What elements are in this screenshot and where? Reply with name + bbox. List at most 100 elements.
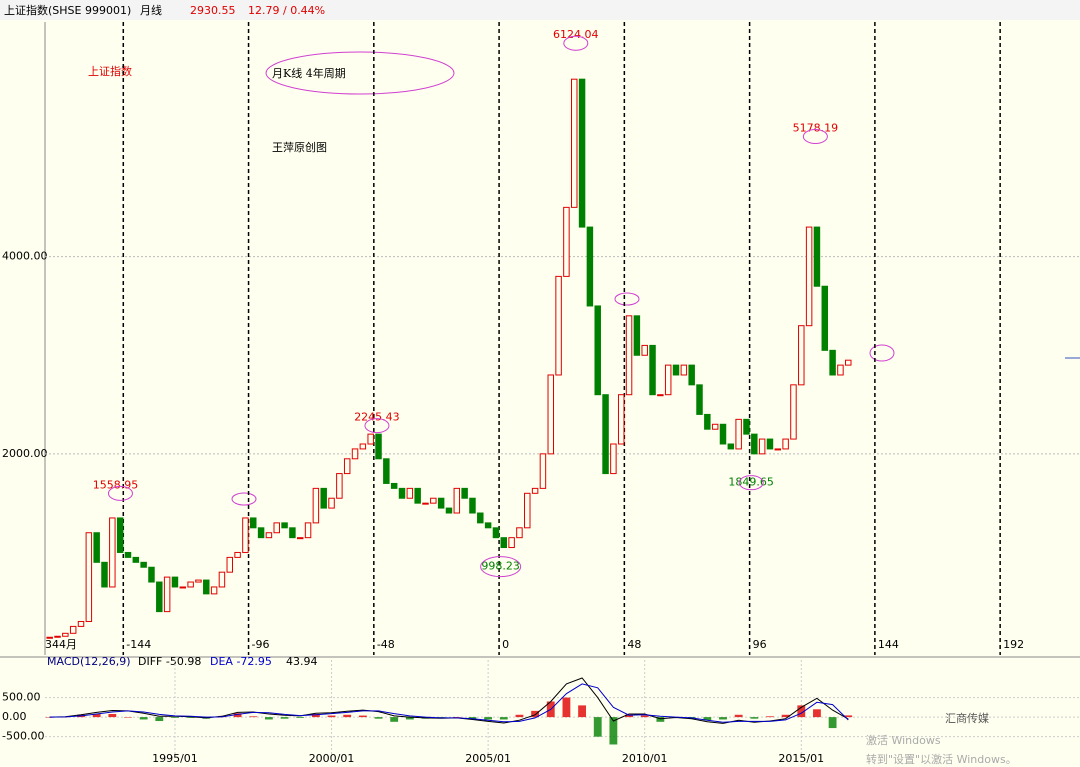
candle bbox=[735, 418, 742, 450]
candle bbox=[62, 632, 69, 637]
candle bbox=[790, 384, 797, 440]
histogram-bar bbox=[656, 717, 665, 722]
histogram-bar bbox=[108, 713, 117, 718]
candle bbox=[664, 364, 672, 396]
candle bbox=[508, 537, 515, 549]
highlight bbox=[231, 492, 257, 506]
candle bbox=[555, 275, 562, 376]
candle bbox=[633, 315, 641, 356]
candle bbox=[469, 497, 476, 514]
candle bbox=[516, 527, 523, 539]
chart-title: 上证指数 bbox=[88, 64, 132, 78]
candle bbox=[539, 453, 547, 489]
candle bbox=[257, 527, 265, 539]
annotation: 1849.65 bbox=[728, 476, 774, 489]
candle bbox=[453, 487, 461, 514]
candle bbox=[312, 487, 320, 524]
macd-line bbox=[49, 677, 849, 724]
header-bar bbox=[0, 0, 1080, 20]
highlight bbox=[563, 35, 589, 51]
histogram-bar bbox=[593, 717, 602, 737]
annotation: 2245.43 bbox=[354, 411, 400, 424]
candle bbox=[751, 433, 758, 455]
x-tick-label: 2005/01 bbox=[465, 752, 511, 765]
candle bbox=[265, 532, 273, 539]
start-label: 344月 bbox=[45, 638, 77, 651]
candle bbox=[578, 78, 586, 228]
candle bbox=[625, 315, 633, 396]
candle bbox=[743, 418, 750, 435]
histogram-bar bbox=[264, 717, 273, 720]
x-tick-label: 1995/01 bbox=[152, 752, 198, 765]
cycle-label: -96 bbox=[252, 638, 270, 651]
candle bbox=[492, 527, 500, 539]
macd-line bbox=[49, 683, 849, 723]
annotation: 6124.04 bbox=[553, 28, 599, 41]
macd-dea: DEA -72.95 bbox=[210, 655, 272, 668]
histogram-bar bbox=[703, 717, 712, 721]
histogram-bar bbox=[719, 717, 727, 720]
candle bbox=[304, 522, 312, 539]
histogram-bar bbox=[155, 717, 164, 722]
y-tick-label: 500.00 bbox=[2, 691, 41, 704]
histogram-bar bbox=[766, 716, 774, 718]
histogram-bar bbox=[578, 705, 586, 718]
candle bbox=[163, 576, 171, 613]
symbol: 上证指数(SHSE 999001) bbox=[4, 3, 131, 17]
histogram-bar bbox=[374, 717, 383, 719]
candle bbox=[320, 487, 327, 509]
cycle-label: 0 bbox=[502, 638, 509, 651]
x-tick-label: 2015/01 bbox=[778, 752, 824, 765]
last-price: 2930.55 bbox=[190, 4, 236, 17]
candle bbox=[156, 581, 163, 613]
candle bbox=[437, 497, 445, 509]
histogram-bar bbox=[390, 717, 399, 722]
candle bbox=[383, 458, 390, 484]
histogram-bar bbox=[562, 697, 571, 718]
candle bbox=[54, 635, 61, 638]
y-tick-label: 4000.00 bbox=[2, 250, 48, 263]
histogram-bar bbox=[124, 717, 132, 718]
histogram-bar bbox=[844, 715, 853, 718]
period[interactable]: 月线 bbox=[140, 3, 162, 17]
candle bbox=[116, 517, 124, 553]
candle bbox=[351, 448, 359, 460]
candle bbox=[594, 305, 601, 396]
histogram-bar bbox=[233, 713, 242, 718]
candle bbox=[85, 532, 93, 622]
candle bbox=[445, 507, 453, 514]
highlight bbox=[265, 51, 455, 95]
histogram-bar bbox=[625, 714, 633, 718]
y-tick-label: 2000.00 bbox=[2, 447, 48, 460]
highlight bbox=[802, 128, 828, 144]
histogram-bar bbox=[358, 715, 367, 718]
candle bbox=[586, 226, 594, 307]
histogram-bar bbox=[249, 716, 258, 718]
candle bbox=[711, 423, 719, 430]
candle bbox=[179, 586, 187, 589]
candle bbox=[328, 497, 335, 509]
candle bbox=[500, 537, 508, 549]
candle bbox=[195, 579, 202, 583]
macd-name: MACD(12,26,9) bbox=[47, 655, 131, 668]
histogram-bar bbox=[640, 715, 649, 718]
histogram-bar bbox=[484, 717, 493, 720]
candle bbox=[719, 423, 727, 445]
candle bbox=[805, 226, 813, 327]
candle bbox=[837, 364, 844, 376]
candle bbox=[203, 579, 210, 595]
change: 12.79 / 0.44% bbox=[248, 4, 325, 17]
histogram-bar bbox=[343, 714, 352, 718]
candle bbox=[422, 502, 429, 505]
candle bbox=[148, 566, 155, 583]
candle bbox=[758, 438, 766, 455]
histogram-bar bbox=[311, 713, 320, 718]
histogram-bar bbox=[797, 705, 806, 718]
annotation: 5178.19 bbox=[793, 121, 839, 134]
cycle-label: -48 bbox=[377, 638, 395, 651]
candle bbox=[367, 433, 374, 445]
candle bbox=[617, 394, 625, 445]
candle bbox=[657, 394, 664, 397]
histogram-bar bbox=[92, 713, 101, 718]
